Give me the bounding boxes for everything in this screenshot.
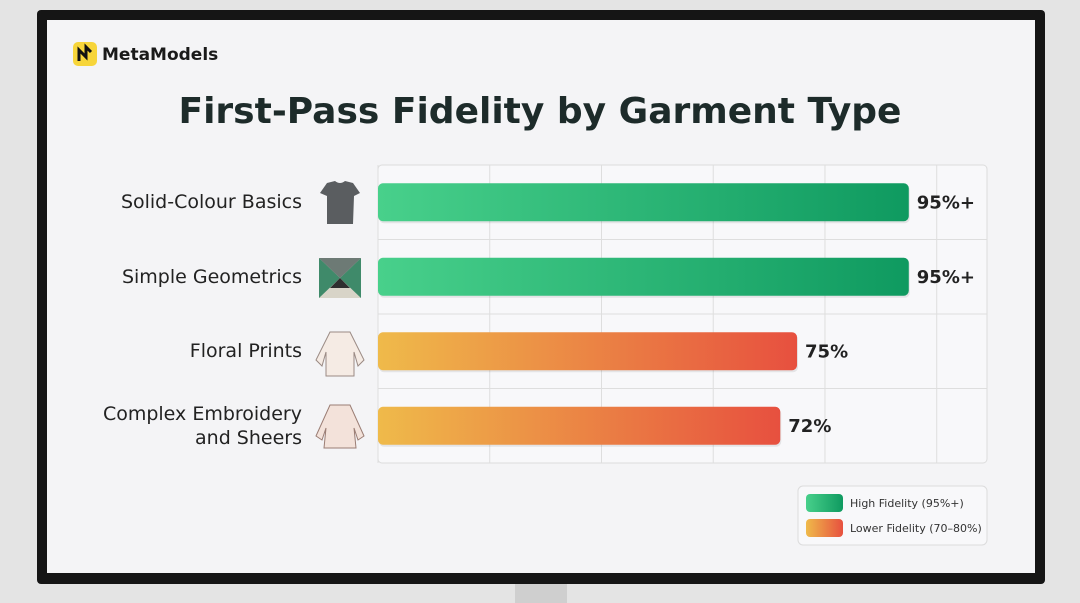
- chart-title: First-Pass Fidelity by Garment Type: [179, 91, 902, 132]
- brand: MetaModels: [102, 45, 218, 65]
- category-label: Complex Embroidery and Sheers: [102, 402, 302, 449]
- legend-label: High Fidelity (95%+): [850, 497, 964, 510]
- icon-embroidery: [315, 404, 365, 449]
- value-label: 95%+: [917, 267, 975, 288]
- icon-floral: [315, 331, 365, 377]
- bar: [378, 257, 909, 296]
- category-label: Floral Prints: [189, 340, 302, 363]
- value-label: 75%: [805, 341, 848, 362]
- value-label: 95%+: [917, 192, 975, 213]
- logo-glyph: [77, 43, 93, 61]
- stand: [515, 580, 567, 603]
- legend-swatch: [806, 519, 843, 537]
- category-label: Simple Geometrics: [121, 265, 302, 288]
- icon-tshirt: [320, 181, 360, 224]
- value-label: 72%: [788, 416, 831, 437]
- bar: [378, 332, 798, 371]
- legend-swatch: [806, 494, 843, 512]
- legend-label: Lower Fidelity (70–80%): [850, 522, 982, 535]
- bar: [378, 406, 781, 445]
- bar: [378, 183, 909, 222]
- legend-box: [797, 485, 988, 546]
- icons: [315, 181, 365, 449]
- icon-geometric: [319, 258, 361, 298]
- category-label: Solid-Colour Basics: [120, 191, 302, 214]
